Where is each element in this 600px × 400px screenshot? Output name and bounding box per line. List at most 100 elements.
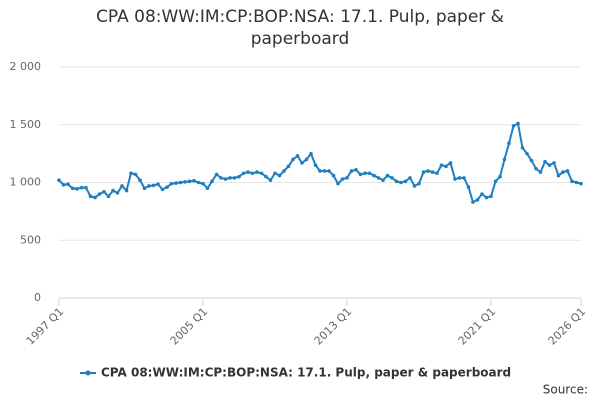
data-point — [493, 179, 498, 184]
data-point — [372, 173, 376, 178]
chart-title: CPA 08:WW:IM:CP:BOP:NSA: 17.1. Pulp, pap… — [96, 7, 504, 49]
data-point — [417, 181, 421, 186]
data-point — [97, 192, 102, 196]
data-point — [147, 184, 151, 188]
data-point — [178, 180, 183, 185]
data-point — [489, 194, 493, 199]
data-point — [84, 185, 88, 190]
data-point — [111, 188, 115, 193]
data-point — [484, 195, 489, 200]
data-point — [358, 172, 363, 177]
data-point — [556, 173, 561, 178]
data-point — [120, 184, 124, 188]
data-point — [295, 154, 300, 158]
data-point — [219, 176, 223, 180]
data-point — [115, 191, 120, 195]
data-point — [403, 179, 408, 184]
data-point — [538, 170, 543, 174]
data-point — [394, 179, 399, 184]
data-point — [79, 185, 84, 190]
data-point — [174, 181, 178, 185]
x-tick-label: 2013 Q1 — [312, 305, 355, 348]
data-point — [327, 169, 331, 173]
data-point — [241, 171, 246, 176]
data-point — [543, 159, 547, 164]
y-tick-label: 2 000 — [10, 60, 42, 73]
data-point — [300, 161, 304, 165]
x-tick-label: 1997 Q1 — [24, 305, 67, 348]
data-point — [237, 174, 241, 179]
data-point — [345, 176, 349, 180]
y-tick-label: 1 000 — [10, 176, 42, 189]
data-point — [70, 186, 75, 191]
data-point — [201, 181, 205, 186]
data-point — [232, 176, 237, 180]
data-point — [165, 185, 169, 189]
y-tick-label: 0 — [34, 291, 41, 304]
data-point — [228, 176, 232, 180]
data-point — [354, 167, 358, 172]
data-point — [88, 194, 93, 199]
data-point — [291, 157, 295, 162]
data-point — [286, 164, 291, 169]
data-point — [255, 170, 259, 174]
data-point — [129, 171, 133, 176]
data-point — [453, 177, 457, 181]
data-point — [502, 157, 507, 162]
data-point — [259, 171, 264, 176]
data-point — [444, 164, 448, 169]
data-point — [516, 121, 520, 126]
data-point — [273, 171, 277, 176]
data-point — [138, 178, 142, 182]
data-point — [322, 169, 327, 173]
data-point — [124, 188, 129, 193]
x-tick-label: 2021 Q1 — [456, 305, 499, 348]
data-point — [507, 141, 511, 146]
data-point — [511, 124, 516, 128]
data-point — [390, 176, 394, 180]
data-point — [75, 187, 79, 191]
data-point — [336, 181, 340, 186]
data-point — [205, 186, 210, 191]
data-point — [498, 174, 502, 179]
data-point — [223, 177, 228, 181]
data-point — [435, 171, 439, 176]
data-point — [160, 187, 165, 192]
data-point — [57, 178, 61, 182]
y-tick-label: 500 — [20, 233, 41, 246]
data-point — [304, 157, 309, 162]
series-line — [58, 122, 582, 204]
data-point — [106, 194, 111, 199]
data-point — [309, 151, 313, 156]
data-point — [133, 172, 138, 177]
data-point — [264, 174, 268, 179]
source: Source: — [543, 383, 588, 397]
data-point — [579, 181, 583, 186]
x-tick-label: 2026 Q1 — [546, 305, 589, 348]
data-point — [277, 173, 282, 178]
data-point — [187, 179, 192, 184]
data-point — [570, 179, 574, 184]
data-point — [102, 189, 106, 194]
data-point — [561, 170, 565, 174]
data-point — [268, 178, 273, 182]
data-point — [349, 169, 354, 173]
data-point — [376, 176, 381, 180]
data-point — [574, 180, 579, 185]
data-point — [192, 178, 196, 183]
data-point — [475, 198, 480, 202]
data-point — [430, 170, 435, 174]
data-point — [385, 173, 390, 178]
data-point — [457, 176, 462, 180]
data-point — [246, 170, 250, 174]
data-point — [313, 163, 318, 167]
legend-marker — [85, 370, 91, 376]
data-point — [381, 178, 385, 182]
data-point — [399, 180, 403, 185]
data-point — [412, 184, 417, 188]
data-point — [547, 163, 552, 167]
data-point — [565, 169, 570, 173]
data-point — [552, 161, 556, 165]
data-point — [480, 192, 484, 196]
